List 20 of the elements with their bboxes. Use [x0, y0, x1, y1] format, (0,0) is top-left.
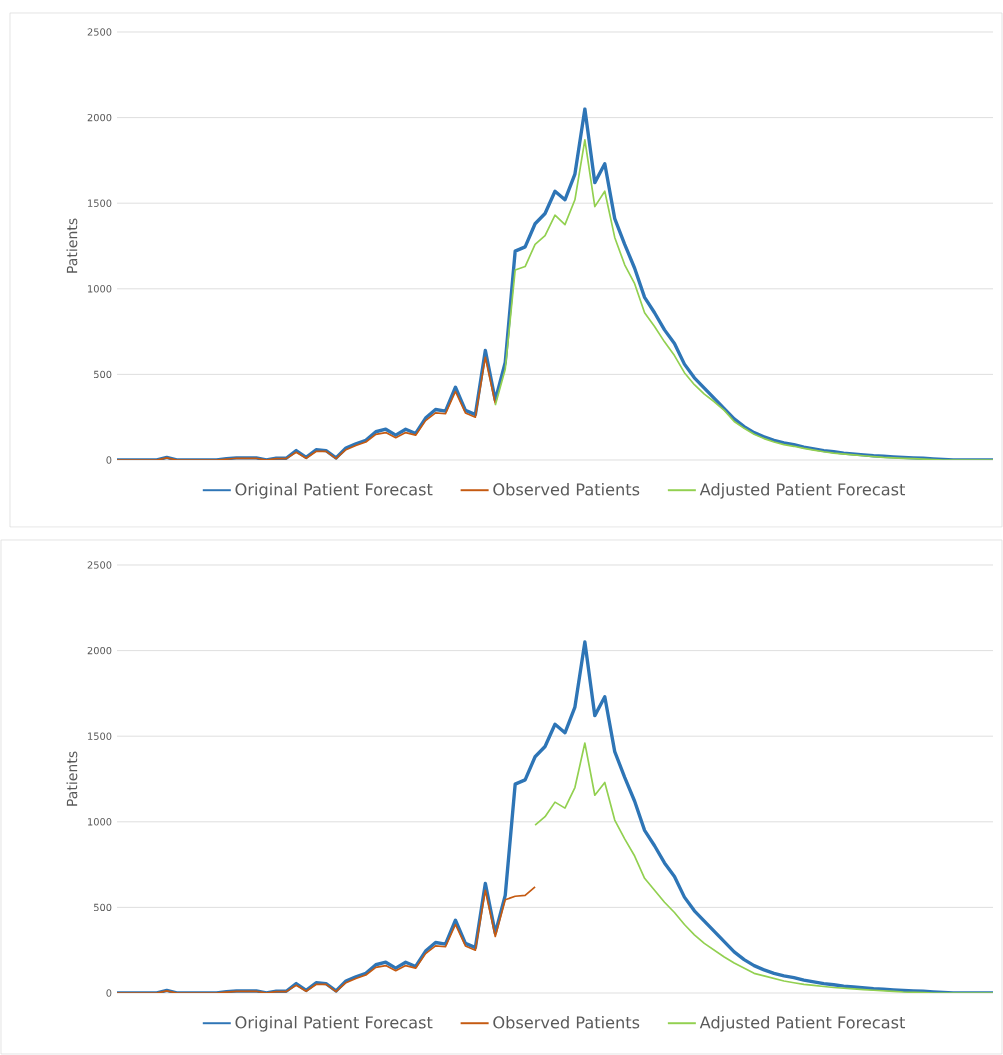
legend-label: Original Patient Forecast [235, 483, 433, 499]
y-axis-title: Patients [66, 751, 78, 806]
y-tick-label: 2000 [87, 113, 112, 122]
y-tick-label: 0 [106, 989, 112, 997]
y-tick-label: 500 [94, 370, 112, 379]
legend-label: Original Patient Forecast [235, 1016, 433, 1032]
y-tick-label: 2500 [87, 28, 112, 36]
y-tick-label: 2500 [87, 561, 112, 569]
y-tick-label: 1500 [88, 732, 112, 740]
y-tick-label: 1000 [88, 818, 112, 826]
legend-label: Adjusted Patient Forecast [699, 483, 905, 499]
y-tick-label: 2000 [87, 646, 112, 655]
y-tick-label: 500 [94, 903, 112, 912]
y-tick-label: 1000 [88, 285, 112, 293]
legend-label: Observed Patients [493, 1016, 640, 1029]
y-tick-label: 0 [106, 456, 112, 464]
y-axis-title: Patients [66, 218, 78, 273]
y-tick-label: 1500 [88, 199, 112, 207]
legend-label: Adjusted Patient Forecast [699, 1016, 905, 1032]
legend-label: Observed Patients [493, 483, 640, 496]
